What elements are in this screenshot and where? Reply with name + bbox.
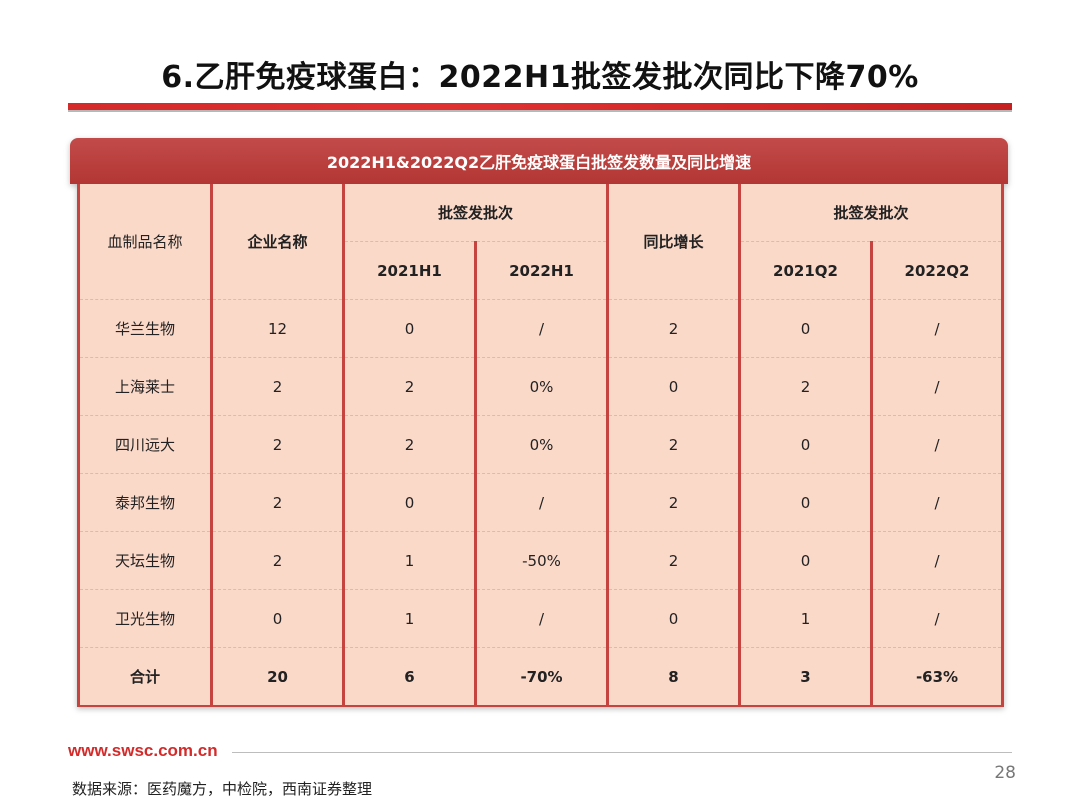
table-total-row: 合计 20 6 -70% 8 3 -63% [77, 647, 1005, 707]
table-cell: 0 [738, 531, 874, 590]
table-cell: 12 [210, 299, 345, 358]
table-cell: / [870, 473, 1005, 532]
table-cell: 0 [342, 473, 477, 532]
table-cell: 0 [210, 589, 345, 648]
table-cell: 8 [606, 647, 742, 707]
page-title: 6.乙肝免疫球蛋白：2022H1批签发批次同比下降70% [161, 60, 919, 95]
header-batch-group-2: 批签发批次 [738, 184, 1005, 242]
data-table: 血制品名称 企业名称 批签发批次 同比增长 批签发批次 2021H1 2022H… [77, 184, 1005, 707]
table-cell: / [870, 415, 1005, 474]
table-cell: / [870, 589, 1005, 648]
table-cell: / [473, 299, 610, 358]
table-cell: 泰邦生物 [77, 473, 213, 532]
footer-website-link[interactable]: www.swsc.com.cn [68, 741, 218, 760]
table-cell: 0% [473, 415, 610, 474]
table-row: 四川远大 2 2 0% 2 0 / [77, 415, 1005, 474]
table-header-row: 血制品名称 企业名称 批签发批次 同比增长 批签发批次 [77, 184, 1005, 300]
table-cell: 2 [342, 357, 477, 416]
table-cell: 1 [342, 589, 477, 648]
data-source-note: 数据来源：医药魔方，中检院，西南证券整理 [72, 780, 373, 798]
table-cell: 华兰生物 [77, 299, 213, 358]
table-row: 卫光生物 0 1 / 0 1 / [77, 589, 1005, 648]
table-cell: 上海莱士 [77, 357, 213, 416]
table-cell: 0 [738, 415, 874, 474]
table-cell: 2 [738, 357, 874, 416]
table-cell: 2 [606, 299, 742, 358]
table-cell: 0 [606, 589, 742, 648]
table-row: 上海莱士 2 2 0% 0 2 / [77, 357, 1005, 416]
table-cell: 2 [210, 531, 345, 590]
header-company-name: 企业名称 [210, 184, 345, 300]
table-cell: 合计 [77, 647, 213, 707]
data-table-container: 2022H1&2022Q2乙肝免疫球蛋白批签发数量及同比增速 血制品名称 企业名… [70, 138, 1008, 707]
table-cell: 20 [210, 647, 345, 707]
table-row: 天坛生物 2 1 -50% 2 0 / [77, 531, 1005, 590]
table-cell: 2 [606, 531, 742, 590]
table-cell: 0 [738, 299, 874, 358]
table-row: 泰邦生物 2 0 / 2 0 / [77, 473, 1005, 532]
header-product-name: 血制品名称 [77, 184, 213, 300]
page-number: 28 [994, 763, 1016, 783]
table-subheader-row: 2021H1 2022H1 2021Q2 2022Q2 [79, 241, 1005, 300]
header-2021q2: 2021Q2 [738, 241, 874, 300]
table-cell: 3 [738, 647, 874, 707]
table-cell: / [473, 473, 610, 532]
table-caption: 2022H1&2022Q2乙肝免疫球蛋白批签发数量及同比增速 [70, 138, 1008, 184]
table-cell: / [870, 299, 1005, 358]
table-cell: 2 [210, 473, 345, 532]
table-cell: / [870, 531, 1005, 590]
header-2021h1: 2021H1 [342, 241, 477, 300]
table-cell: / [473, 589, 610, 648]
table-cell: 0 [606, 357, 742, 416]
table-cell: 2 [342, 415, 477, 474]
footer-divider [232, 752, 1012, 753]
table-cell: 2 [606, 473, 742, 532]
table-cell: 2 [210, 357, 345, 416]
table-cell: -70% [473, 647, 610, 707]
header-yoy-growth: 同比增长 [606, 184, 742, 300]
header-2022q2: 2022Q2 [870, 241, 1005, 300]
table-cell: 0 [342, 299, 477, 358]
table-cell: 0% [473, 357, 610, 416]
table-cell: 1 [342, 531, 477, 590]
table-cell: -50% [473, 531, 610, 590]
table-cell: 卫光生物 [77, 589, 213, 648]
header-batch-group-1: 批签发批次 [341, 184, 610, 242]
title-underline [68, 103, 1012, 112]
table-cell: 1 [738, 589, 874, 648]
table-cell: / [870, 357, 1005, 416]
table-cell: 0 [738, 473, 874, 532]
table-cell: 6 [342, 647, 477, 707]
table-cell: 天坛生物 [77, 531, 213, 590]
table-row: 华兰生物 12 0 / 2 0 / [77, 299, 1005, 358]
table-cell: 2 [210, 415, 345, 474]
table-cell: 四川远大 [77, 415, 213, 474]
header-2022h1: 2022H1 [473, 241, 610, 300]
table-cell: 2 [606, 415, 742, 474]
table-cell: -63% [870, 647, 1005, 707]
